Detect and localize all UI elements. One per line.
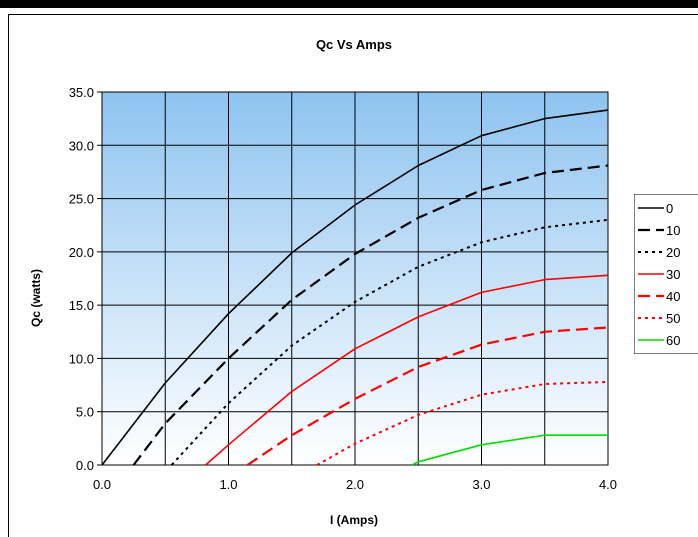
grid-lines xyxy=(102,92,608,465)
y-axis-label: Qc (watts) xyxy=(29,269,43,327)
series-line-40 xyxy=(246,326,609,466)
legend-label-0: 0 xyxy=(666,201,673,216)
x-tick-label: 0.0 xyxy=(93,477,111,492)
y-tick-label: 0.0 xyxy=(76,458,94,473)
y-tick-label: 35.0 xyxy=(69,85,94,100)
chart-title: Qc Vs Amps xyxy=(316,37,392,52)
series-line-10 xyxy=(132,164,609,466)
y-axis-ticks: 0.0 5.0 10.0 15.0 20.0 25.0 30.0 35.0 xyxy=(69,85,102,473)
x-tick-label: 4.0 xyxy=(599,477,617,492)
x-tick-label: 1.0 xyxy=(219,477,237,492)
y-tick-label: 15.0 xyxy=(69,298,94,313)
y-tick-label: 5.0 xyxy=(76,405,94,420)
legend-label-20: 20 xyxy=(666,245,680,260)
top-border-bar xyxy=(0,0,698,8)
legend-label-50: 50 xyxy=(666,311,680,326)
legend-label-60: 60 xyxy=(666,333,680,348)
legend: 0 10 20 30 40 50 60 xyxy=(634,194,698,354)
x-tick-label: 3.0 xyxy=(472,477,490,492)
y-tick-label: 10.0 xyxy=(69,351,94,366)
series-layer xyxy=(101,109,609,466)
legend-label-10: 10 xyxy=(666,223,680,238)
series-line-60 xyxy=(411,434,608,466)
legend-label-40: 40 xyxy=(666,289,680,304)
y-tick-label: 20.0 xyxy=(69,245,94,260)
y-tick-label: 25.0 xyxy=(69,192,94,207)
x-axis-ticks: 0.0 1.0 2.0 3.0 4.0 xyxy=(93,477,617,492)
series-line-20 xyxy=(170,218,609,466)
y-tick-label: 30.0 xyxy=(69,138,94,153)
chart-frame xyxy=(8,14,698,537)
series-line-50 xyxy=(316,380,609,466)
series-line-0 xyxy=(101,109,609,466)
x-axis-label: I (Amps) xyxy=(330,513,378,527)
legend-label-30: 30 xyxy=(666,267,680,282)
series-line-30 xyxy=(205,274,609,466)
x-tick-label: 2.0 xyxy=(346,477,364,492)
